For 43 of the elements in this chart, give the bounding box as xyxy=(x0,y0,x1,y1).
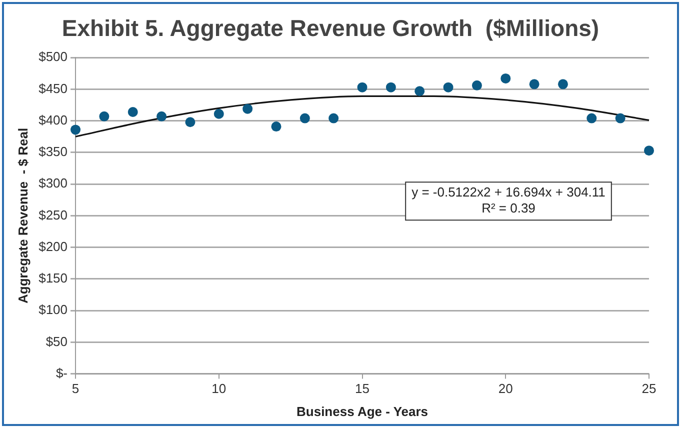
point xyxy=(300,113,310,124)
x-tick-label: 25 xyxy=(642,381,656,396)
point xyxy=(615,113,626,124)
point xyxy=(99,111,110,122)
x-tick-label: 20 xyxy=(498,381,513,396)
point xyxy=(328,113,339,124)
y-tick-label: $100 xyxy=(38,302,68,318)
y-tick-label: $- xyxy=(56,365,68,380)
x-tick-label: 10 xyxy=(212,381,226,396)
point xyxy=(357,82,368,92)
point xyxy=(386,82,396,92)
point xyxy=(644,146,654,156)
annotation: y = -0.5122x2 + 16.694x + 304.11 xyxy=(412,184,606,200)
y-tick-label: $450 xyxy=(38,80,68,96)
point xyxy=(414,86,425,96)
point xyxy=(185,117,196,128)
point xyxy=(128,106,138,117)
annotation: R² = 0.39 xyxy=(482,200,536,216)
point xyxy=(500,73,511,84)
x-axis-title: Business Age - Years xyxy=(296,404,428,419)
point xyxy=(443,82,454,92)
x-tick-label: 5 xyxy=(72,381,80,396)
point xyxy=(70,124,81,135)
point xyxy=(156,111,167,122)
line-series xyxy=(74,95,650,138)
y-tick-label: $150 xyxy=(38,270,68,286)
y-tick-label: $350 xyxy=(38,144,68,160)
point xyxy=(271,122,282,132)
y-tick-label: $400 xyxy=(38,112,68,128)
y-tick-label: $50 xyxy=(46,334,68,349)
point xyxy=(242,104,253,114)
y-tick-label: $500 xyxy=(38,49,68,64)
point xyxy=(472,80,482,90)
y-axis-title: Aggregate Revenue - $ Real xyxy=(15,128,30,304)
point xyxy=(558,79,568,90)
point xyxy=(529,79,540,90)
x-tick-label: 15 xyxy=(355,381,370,396)
y-tick-label: $250 xyxy=(38,207,68,222)
point xyxy=(586,113,597,124)
y-tick-label: $300 xyxy=(38,176,68,191)
y-tick-label: $200 xyxy=(38,238,68,254)
point xyxy=(214,108,224,119)
chart-title: Exhibit 5. Aggregate Revenue Growth ($Millions) xyxy=(62,15,600,42)
